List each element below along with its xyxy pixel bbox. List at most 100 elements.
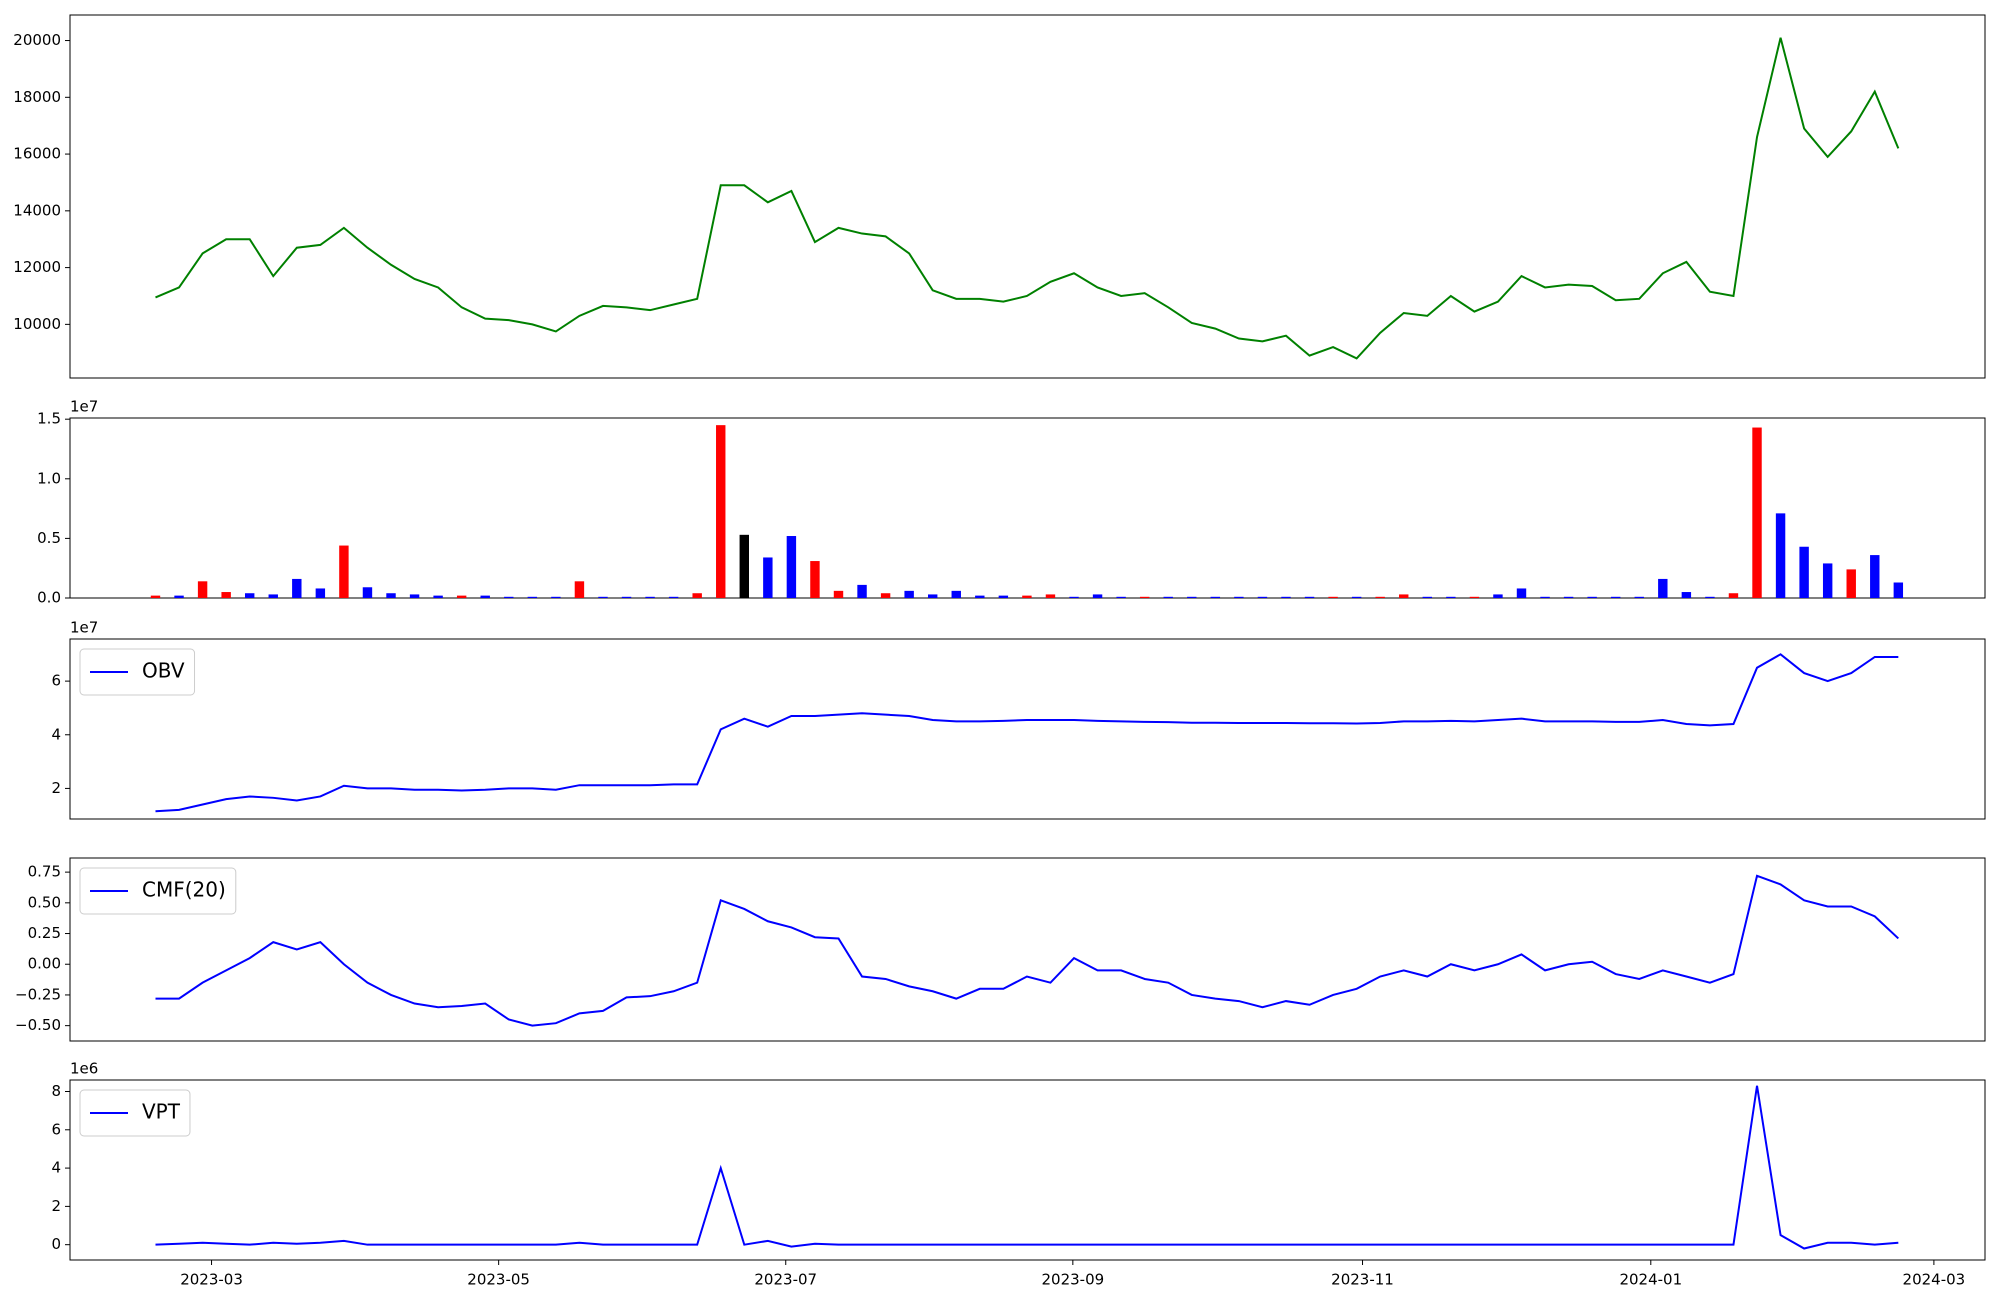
bar	[574, 581, 585, 598]
axes-frame	[69, 638, 1986, 820]
bar	[1705, 596, 1715, 598]
bar	[1375, 596, 1385, 598]
axis-offset-label: 1e7	[70, 398, 98, 416]
y-tick-label: 8	[51, 1082, 61, 1100]
bar	[315, 588, 326, 598]
y-tick-label: 20000	[13, 31, 61, 49]
bar	[1540, 596, 1550, 598]
bar	[1257, 596, 1268, 598]
legend-box	[79, 867, 237, 915]
y-tick-label: 16000	[13, 145, 61, 163]
legend-label: VPT	[142, 1100, 181, 1124]
x-tick-label: 2023-09	[1041, 1271, 1104, 1289]
y-tick-label: 1.0	[37, 469, 61, 487]
bar	[1234, 596, 1244, 598]
bar	[221, 592, 231, 598]
bar	[1563, 596, 1574, 598]
bar	[951, 590, 961, 598]
bar	[1069, 596, 1079, 598]
bar	[1022, 595, 1032, 598]
bar	[1634, 596, 1644, 598]
y-tick-label: 18000	[13, 88, 61, 106]
bar	[1116, 596, 1126, 598]
bar	[668, 596, 679, 598]
axes-frame	[69, 417, 1986, 599]
bar	[880, 593, 891, 598]
bar	[1281, 596, 1291, 598]
y-tick-label: 0.0	[37, 589, 61, 607]
bar	[1775, 513, 1786, 598]
y-tick-label: 0.25	[28, 924, 61, 942]
bar	[1587, 596, 1597, 598]
bar	[1328, 596, 1338, 598]
bar	[386, 593, 396, 598]
y-tick-label: 12000	[13, 258, 61, 276]
bar	[975, 595, 985, 598]
axes-frame	[69, 14, 1986, 379]
bar	[1516, 588, 1527, 598]
bar	[1045, 594, 1056, 598]
bar	[833, 590, 844, 598]
bar	[1846, 569, 1856, 598]
y-tick-label: −0.25	[15, 985, 61, 1003]
bar	[1658, 578, 1668, 598]
series-line	[155, 1085, 1899, 1250]
bar	[268, 594, 278, 598]
y-tick-label: 6	[51, 1120, 61, 1138]
bar	[1728, 593, 1739, 598]
y-tick-label: 6	[51, 672, 61, 690]
bar	[362, 587, 373, 598]
bar	[1399, 594, 1409, 598]
x-tick-label: 2023-07	[754, 1271, 817, 1289]
bar	[1163, 596, 1173, 598]
axes-frame	[69, 857, 1986, 1042]
bar	[1469, 596, 1480, 598]
bar	[1893, 582, 1904, 598]
series-line	[155, 37, 1900, 360]
bar	[1092, 594, 1103, 598]
legend-box	[79, 648, 196, 696]
y-tick-label: 2	[51, 1197, 61, 1215]
bar	[292, 578, 302, 598]
bar	[1870, 555, 1880, 598]
bar	[1210, 596, 1221, 598]
bar	[1799, 546, 1809, 598]
x-tick-label: 2024-01	[1619, 1271, 1682, 1289]
y-tick-label: 1.5	[37, 410, 61, 428]
bar	[1681, 592, 1692, 598]
y-tick-label: 0.50	[28, 893, 61, 911]
bar	[810, 561, 820, 598]
y-tick-label: 0.00	[28, 955, 61, 973]
bar	[598, 596, 608, 598]
bar	[504, 596, 514, 598]
bar	[1822, 563, 1833, 598]
bar	[456, 595, 467, 598]
bar	[1304, 596, 1315, 598]
axis-offset-label: 1e7	[70, 619, 98, 637]
bar	[409, 594, 420, 598]
series-line	[155, 653, 1899, 813]
bar	[998, 595, 1009, 598]
series-line	[155, 874, 1900, 1027]
x-tick-label: 2023-11	[1331, 1271, 1394, 1289]
y-tick-label: 4	[51, 1159, 61, 1177]
bar	[786, 536, 797, 598]
bar	[621, 596, 632, 598]
bar	[433, 595, 443, 598]
bar	[1752, 427, 1762, 598]
bar	[763, 557, 773, 598]
legend-box	[79, 1089, 191, 1137]
y-tick-label: 14000	[13, 201, 61, 219]
bar	[1446, 596, 1456, 598]
y-tick-label: −0.50	[15, 1016, 61, 1034]
bar	[716, 425, 726, 598]
bar	[1351, 596, 1362, 598]
bar	[1610, 596, 1621, 598]
y-tick-label: 4	[51, 725, 61, 743]
bar	[645, 596, 655, 598]
y-tick-label: 0.75	[28, 863, 61, 881]
bar	[692, 593, 702, 598]
bar	[857, 584, 867, 598]
bar	[1139, 596, 1150, 598]
